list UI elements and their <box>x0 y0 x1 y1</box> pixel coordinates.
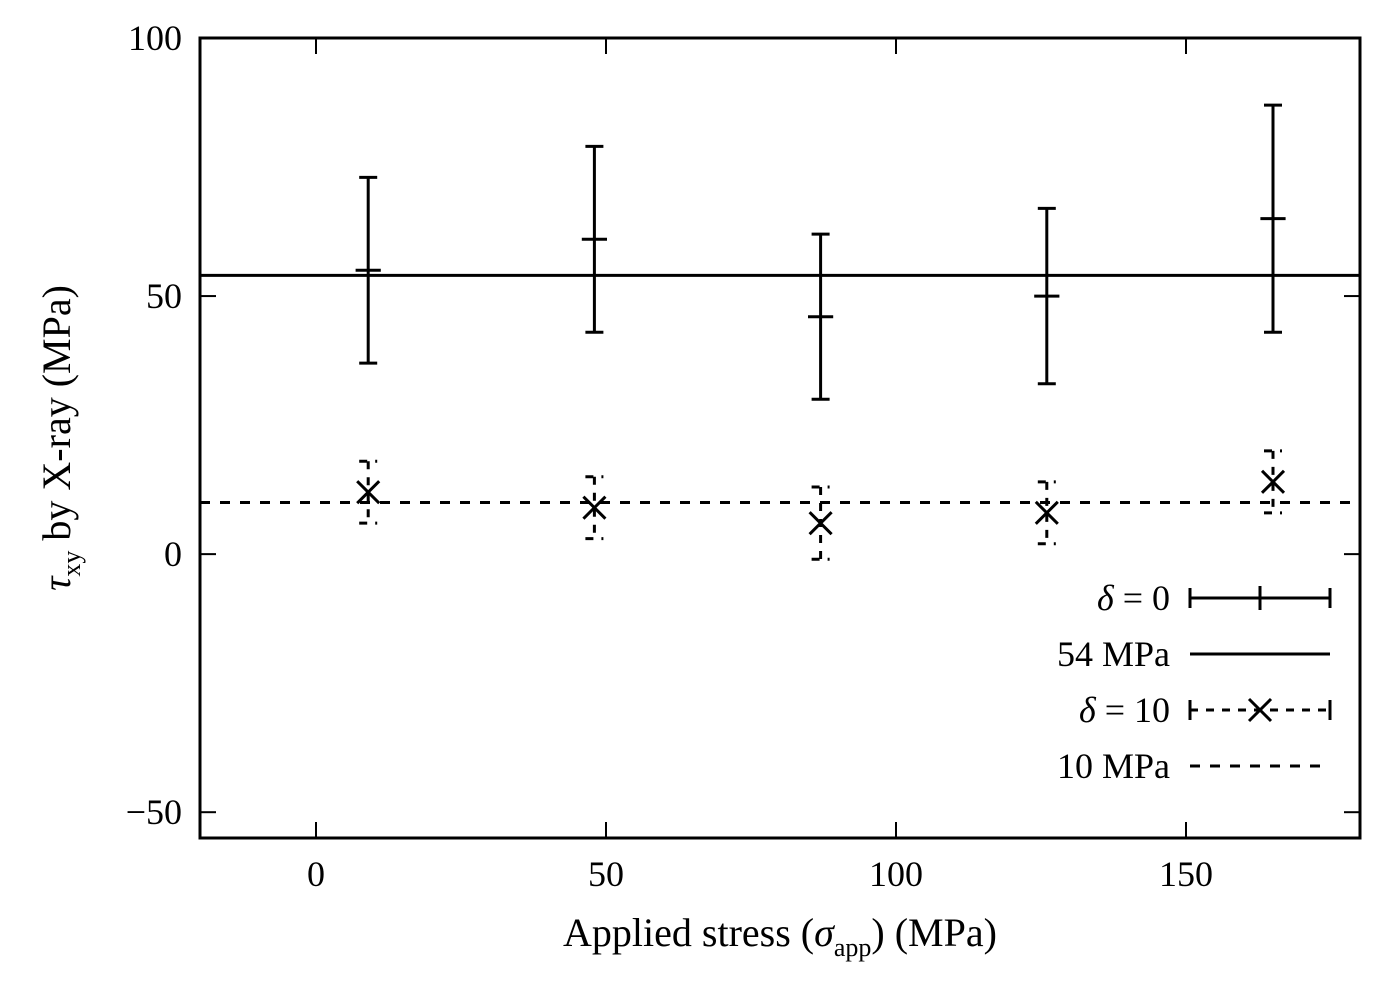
x-tick-label: 0 <box>307 854 325 894</box>
x-axis-label: Applied stress (σapp) (MPa) <box>563 910 997 962</box>
legend-label: δ = 0 <box>1097 578 1170 618</box>
legend-label: 54 MPa <box>1057 634 1170 674</box>
legend-label: δ = 10 <box>1079 690 1170 730</box>
y-tick-label: 100 <box>128 18 182 58</box>
y-axis-label: τxy by X-ray (MPa) <box>34 285 86 591</box>
x-tick-label: 150 <box>1159 854 1213 894</box>
shear-stress-chart: 0 50 100 150 −50 0 50 100 Applied stress (σapp) … <box>0 0 1400 995</box>
y-tick-label: 50 <box>146 276 182 316</box>
chart-svg: 0 50 100 150 −50 0 50 100 Applied stress (σapp) … <box>0 0 1400 990</box>
legend-label: 10 MPa <box>1057 746 1170 786</box>
x-tick-label: 50 <box>588 854 624 894</box>
x-tick-label: 100 <box>869 854 923 894</box>
y-tick-label: 0 <box>164 534 182 574</box>
y-tick-label: −50 <box>126 792 182 832</box>
